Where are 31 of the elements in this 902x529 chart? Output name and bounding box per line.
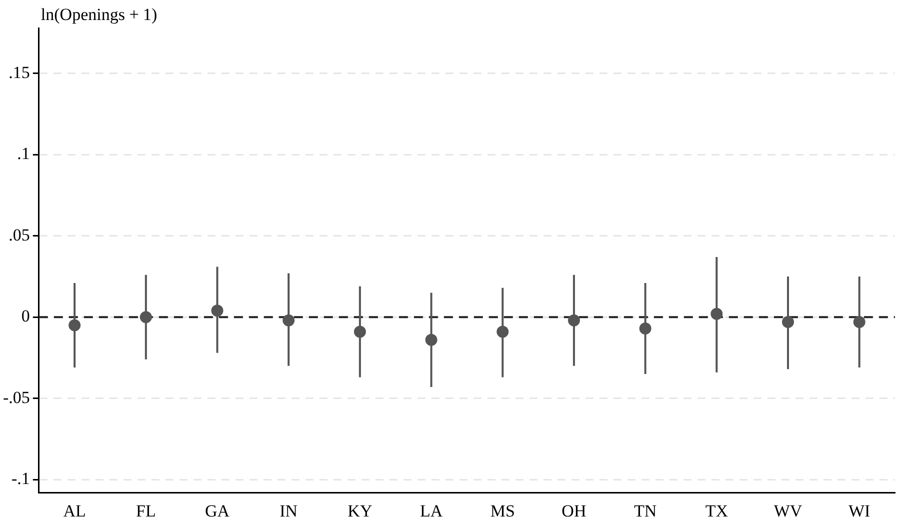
x-tick-label: WI [848, 501, 871, 520]
x-tick-label: TN [634, 501, 657, 520]
x-tick-label: OH [562, 501, 586, 520]
point [639, 322, 652, 335]
point [282, 314, 295, 326]
x-tick-label: FL [136, 501, 156, 520]
point [496, 326, 509, 338]
point [68, 319, 81, 332]
y-tick-label: -.1 [11, 469, 30, 488]
point [853, 316, 866, 328]
point [782, 316, 794, 328]
x-tick-label: IN [280, 501, 298, 520]
x-tick-label: AL [63, 501, 86, 520]
y-tick-label: -.05 [2, 388, 30, 407]
point [710, 308, 723, 320]
y-axis-title: ln(Openings + 1) [40, 4, 158, 24]
y-tick-label: 0 [21, 306, 30, 326]
point [425, 334, 438, 346]
point [354, 326, 366, 338]
x-tick-label: GA [204, 501, 230, 520]
x-tick-label: LA [420, 501, 444, 520]
point [140, 311, 152, 324]
x-tick-label: KY [348, 501, 372, 520]
x-tick-label: WV [774, 501, 803, 520]
point [568, 314, 580, 326]
y-tick-label: .15 [8, 62, 30, 82]
x-tick-label: TX [705, 501, 728, 520]
x-tick-label: MS [490, 501, 515, 520]
y-tick-label: .1 [17, 144, 30, 164]
point [211, 304, 224, 317]
y-tick-label: .05 [8, 225, 30, 244]
